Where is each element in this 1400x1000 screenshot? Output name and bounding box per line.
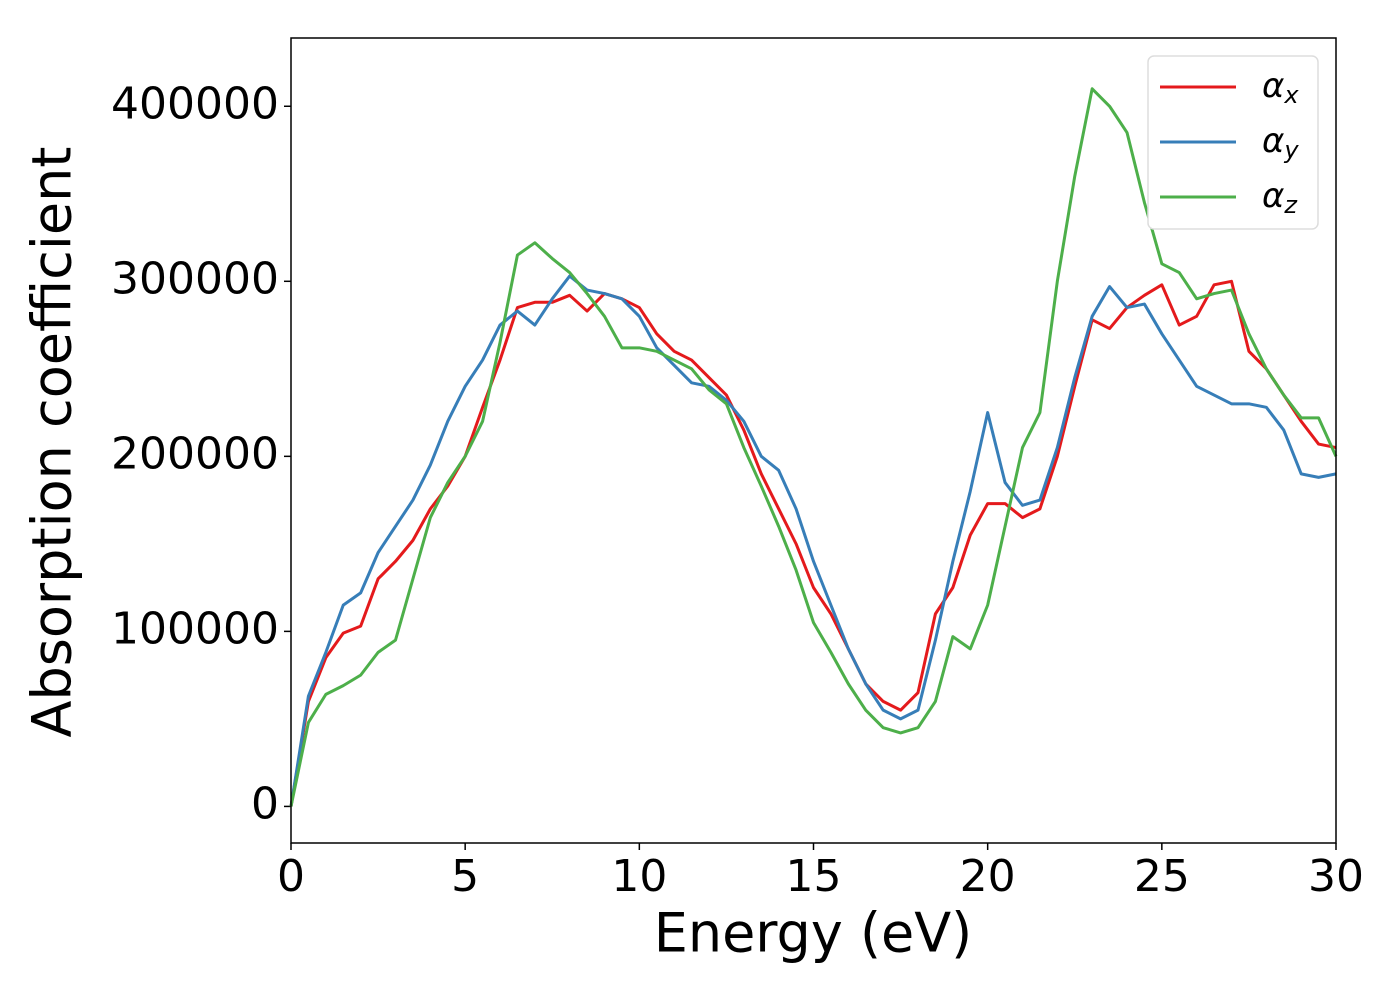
x-tick-label: 25 [1134, 851, 1190, 902]
plot-frame [290, 37, 1337, 844]
legend-subscript: y [1283, 136, 1299, 164]
legend-symbol: α [1262, 176, 1284, 216]
data-line [289, 87, 1338, 807]
legend-label: αx [1262, 66, 1299, 110]
y-tick-label: 0 [251, 778, 279, 829]
x-tick-label: 15 [786, 851, 842, 902]
legend-subscript: z [1283, 191, 1298, 219]
x-tick-label: 5 [451, 851, 479, 902]
x-tick-label: 20 [960, 851, 1016, 902]
legend-symbol: α [1262, 66, 1284, 106]
legend-subscript: x [1283, 81, 1299, 109]
x-axis-label: Energy (eV) [654, 902, 973, 965]
y-tick-label: 200000 [111, 428, 279, 479]
y-tick-label: 300000 [111, 253, 279, 304]
data-line [289, 274, 1337, 807]
legend-label: αy [1262, 121, 1299, 165]
x-tick-label: 10 [611, 851, 667, 902]
x-tick-label: 0 [277, 851, 305, 902]
y-tick-label: 400000 [111, 78, 279, 129]
x-tick-label: 30 [1308, 851, 1364, 902]
y-tick-label: 100000 [111, 603, 279, 654]
legend-label: αz [1262, 176, 1298, 220]
legend-symbol: α [1262, 121, 1284, 161]
y-axis-label: Absorption coefficient [21, 147, 84, 738]
